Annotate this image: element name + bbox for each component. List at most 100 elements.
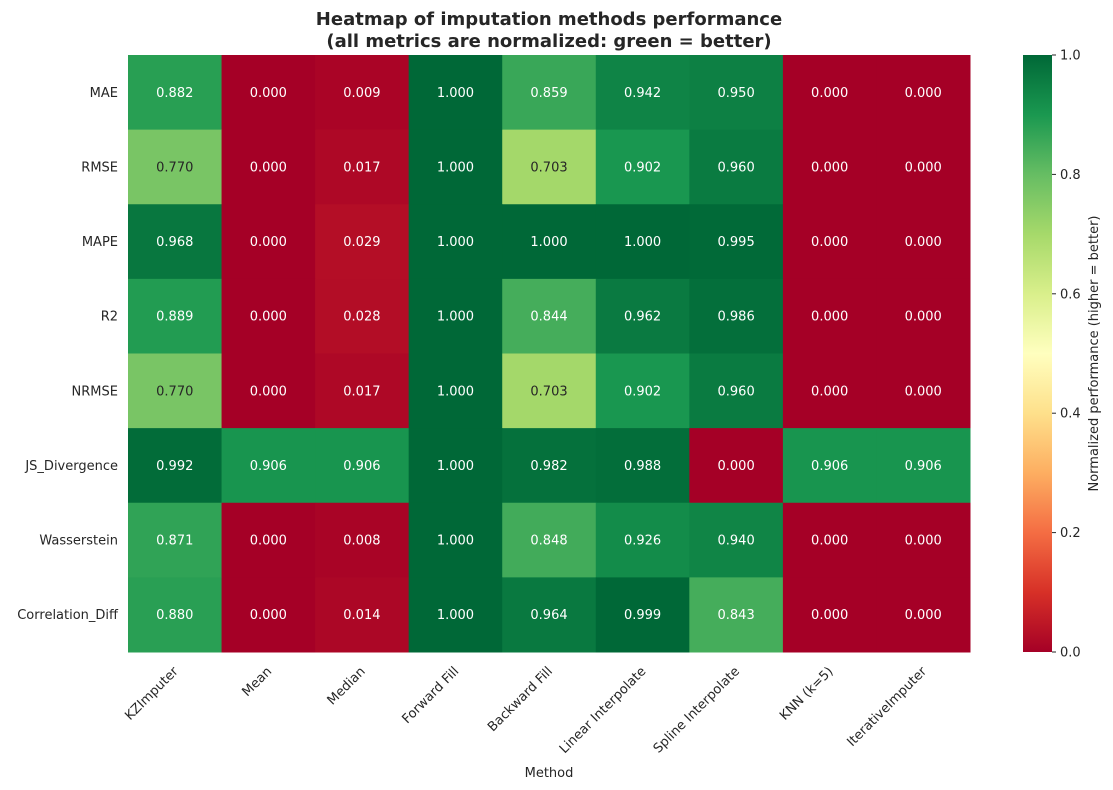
cell-value-label: 0.940 [718, 534, 755, 549]
cell-value-label: 0.703 [530, 384, 567, 399]
row-tick-label: MAPE [82, 235, 118, 250]
cell-value-label: 0.000 [811, 310, 848, 325]
heatmap-cell [315, 129, 410, 205]
cell-value-label: 0.000 [718, 459, 755, 474]
heatmap-cell [782, 428, 877, 504]
heatmap-cell [315, 577, 410, 653]
heatmap-cell [315, 278, 410, 354]
heatmap-cell [408, 204, 503, 280]
row-tick-label: Wasserstein [39, 534, 118, 549]
cell-value-label: 1.000 [437, 534, 474, 549]
colorbar-tick-label: 0.6 [1060, 287, 1081, 302]
heatmap-cell [689, 278, 784, 354]
heatmap-cell [502, 278, 597, 354]
heatmap-cell [782, 278, 877, 354]
cell-value-label: 0.000 [905, 235, 942, 250]
cell-value-label: 0.703 [530, 160, 567, 175]
heatmap-cell [315, 502, 410, 578]
heatmap-cell [408, 353, 503, 429]
cell-value-label: 0.017 [343, 160, 380, 175]
cell-value-label: 1.000 [624, 235, 661, 250]
heatmap-cell [221, 278, 316, 354]
cell-value-label: 1.000 [437, 459, 474, 474]
colorbar-tick-label: 0.4 [1060, 407, 1081, 422]
cell-value-label: 1.000 [437, 310, 474, 325]
cell-value-label: 0.000 [250, 534, 287, 549]
heatmap-cell [221, 428, 316, 504]
cell-value-label: 0.906 [343, 459, 380, 474]
cell-value-label: 0.000 [811, 86, 848, 101]
heatmap-cell [782, 353, 877, 429]
cell-value-label: 0.000 [811, 608, 848, 623]
column-tick-label: KZImputer [122, 664, 182, 724]
heatmap-cell [782, 502, 877, 578]
heatmap-cell [595, 204, 690, 280]
cell-value-label: 0.882 [156, 86, 193, 101]
cell-value-label: 0.926 [624, 534, 661, 549]
cell-value-label: 0.906 [811, 459, 848, 474]
row-tick-label: RMSE [81, 160, 118, 175]
cell-value-label: 0.000 [905, 310, 942, 325]
row-tick-label: R2 [101, 310, 118, 325]
heatmap-cell [408, 55, 503, 131]
cell-value-label: 1.000 [437, 160, 474, 175]
heatmap-cell [689, 502, 784, 578]
heatmap-cell [876, 55, 971, 131]
colorbar-tick-label: 0.0 [1060, 646, 1081, 661]
cell-value-label: 0.950 [718, 86, 755, 101]
colorbar-tick-label: 0.8 [1060, 168, 1081, 183]
heatmap-cell [128, 129, 223, 205]
cell-value-label: 0.960 [718, 384, 755, 399]
cell-value-label: 0.000 [905, 160, 942, 175]
cell-value-label: 0.880 [156, 608, 193, 623]
cell-value-label: 0.000 [905, 608, 942, 623]
heatmap-cell [782, 204, 877, 280]
column-tick-label: Mean [240, 664, 276, 700]
heatmap-cells: 0.882 0.000 0.009 1.000 0.859 0.942 0.950 0.000… [128, 55, 971, 653]
cell-value-label: 0.000 [250, 310, 287, 325]
row-labels: MAE RMSE MAPE R2 NRMSE JS_Divergence Wasserste… [17, 86, 119, 623]
cell-value-label: 0.968 [156, 235, 193, 250]
colorbar: 0.0 0.2 0.4 0.6 0.8 1.0 [1023, 49, 1081, 661]
cell-value-label: 0.000 [905, 86, 942, 101]
heatmap-cell [595, 55, 690, 131]
heatmap-cell [128, 428, 223, 504]
cell-value-label: 1.000 [437, 384, 474, 399]
heatmap-cell [128, 502, 223, 578]
cell-value-label: 0.028 [343, 310, 380, 325]
heatmap-cell [315, 55, 410, 131]
cell-value-label: 0.000 [250, 608, 287, 623]
heatmap-cell [876, 353, 971, 429]
heatmap-cell [595, 353, 690, 429]
heatmap-cell [408, 129, 503, 205]
cell-value-label: 0.871 [156, 534, 193, 549]
column-tick-label: KNN (k=5) [777, 664, 836, 723]
heatmap-cell [221, 55, 316, 131]
row-tick-label: Correlation_Diff [17, 608, 119, 623]
heatmap-cell [408, 278, 503, 354]
heatmap-cell [221, 577, 316, 653]
cell-value-label: 0.942 [624, 86, 661, 101]
cell-value-label: 0.848 [530, 534, 567, 549]
cell-value-label: 0.000 [250, 235, 287, 250]
heatmap-cell [315, 353, 410, 429]
cell-value-label: 0.844 [530, 310, 567, 325]
heatmap-cell [782, 129, 877, 205]
heatmap-cell [128, 278, 223, 354]
column-tick-label: Median [325, 664, 369, 708]
cell-value-label: 0.000 [811, 235, 848, 250]
heatmap-cell [128, 353, 223, 429]
heatmap-cell [595, 129, 690, 205]
cell-value-label: 0.986 [718, 310, 755, 325]
heatmap-cell [408, 502, 503, 578]
column-tick-label: Spline Interpolate [651, 664, 743, 756]
chart-title-line2: (all metrics are normalized: green = bet… [326, 31, 771, 52]
cell-value-label: 1.000 [437, 86, 474, 101]
row-tick-label: NRMSE [72, 384, 118, 399]
heatmap-cell [502, 577, 597, 653]
row-tick-label: MAE [90, 86, 118, 101]
heatmap-cell [502, 55, 597, 131]
heatmap-cell [876, 278, 971, 354]
heatmap-cell [502, 502, 597, 578]
column-tick-label: Backward Fill [485, 664, 556, 735]
